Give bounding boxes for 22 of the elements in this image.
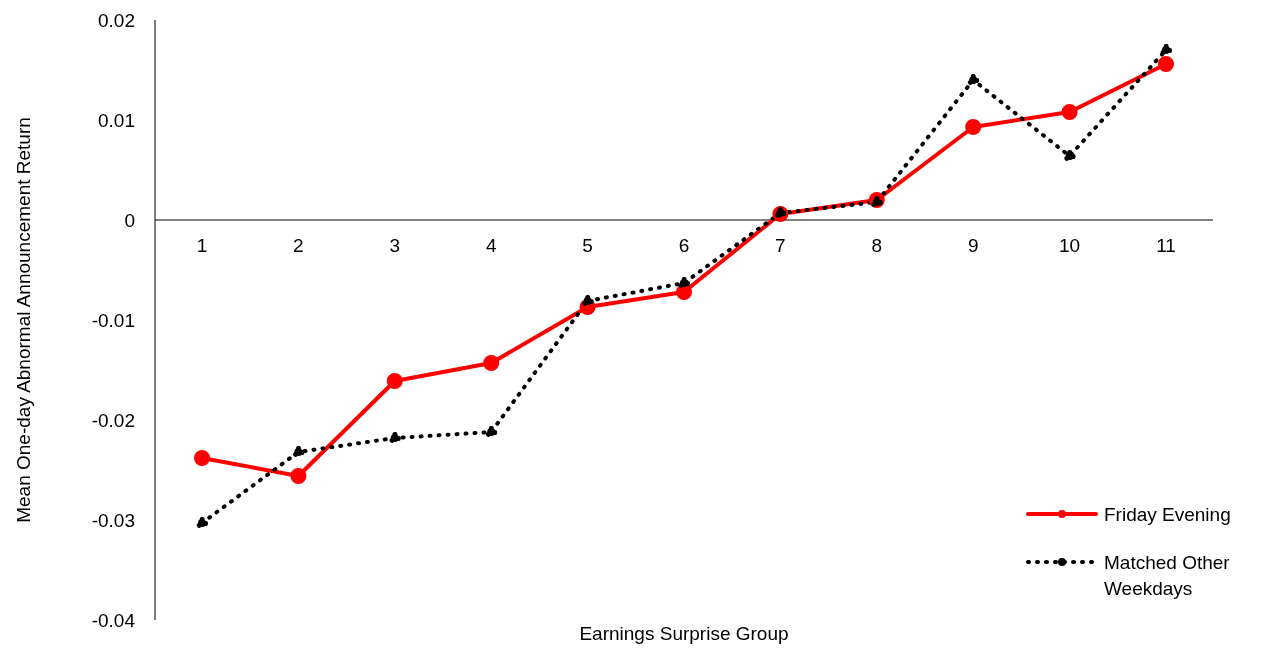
x-tick-label: 1 — [196, 235, 208, 256]
x-tick-label: 3 — [389, 235, 401, 256]
x-tick-label: 9 — [967, 235, 979, 256]
y-tick-label: -0.01 — [91, 309, 135, 331]
x-tick-label: 4 — [485, 235, 497, 256]
x-tick-label: 10 — [1059, 235, 1081, 256]
x-tick-label: 5 — [582, 235, 593, 256]
legend-label: Matched Other Weekdays — [1104, 551, 1231, 601]
y-tick-label: -0.02 — [91, 409, 135, 431]
y-tick-label: -0.03 — [91, 509, 135, 531]
x-tick-label: 7 — [775, 235, 786, 256]
y-tick-label: 0.02 — [98, 9, 135, 31]
y-tick-label: 0.01 — [98, 109, 135, 131]
y-axis-title: Mean One-day Abnormal Announcement Return — [13, 117, 34, 523]
x-tick-label: 6 — [678, 235, 690, 256]
y-tick-label: -0.04 — [91, 609, 136, 631]
x-tick-label: 11 — [1156, 235, 1176, 256]
y-tick-label: 0 — [124, 209, 135, 231]
x-axis-title: Earnings Surprise Group — [579, 623, 789, 644]
x-tick-label: 8 — [871, 235, 883, 256]
legend-label: Friday Evening — [1104, 503, 1232, 527]
x-tick-label: 2 — [293, 235, 304, 256]
